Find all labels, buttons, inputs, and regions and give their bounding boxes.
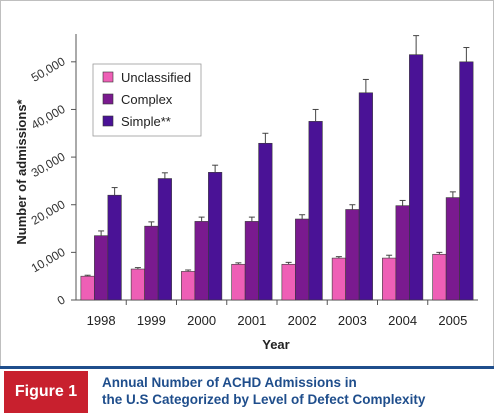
figure-caption: Annual Number of ACHD Admissions in the … — [102, 374, 490, 408]
x-tick-label: 2003 — [338, 313, 367, 328]
bar-complex-2004 — [395, 205, 410, 301]
bar-complex-2001 — [244, 221, 259, 301]
legend-swatch — [102, 71, 114, 83]
y-tick-label: 50,000 — [29, 54, 68, 85]
x-tick-label: 2001 — [237, 313, 266, 328]
y-axis-label: Number of admissions* — [14, 98, 29, 244]
x-tick-label: 2000 — [187, 313, 216, 328]
caption-line-1: Annual Number of ACHD Admissions in — [102, 375, 357, 390]
x-tick-label: 1999 — [137, 313, 166, 328]
legend-swatch — [102, 93, 114, 105]
bar-simple-1999 — [157, 178, 172, 301]
caption-rule — [0, 366, 494, 369]
x-tick-label: 2002 — [288, 313, 317, 328]
bar-unclassified-2005 — [432, 253, 447, 301]
y-tick-label: 0 — [55, 292, 68, 308]
caption-line-2: the U.S Categorized by Level of Defect C… — [102, 392, 426, 407]
bar-unclassified-1999 — [130, 268, 145, 301]
bar-complex-2000 — [194, 221, 209, 301]
bar-simple-1998 — [107, 194, 122, 301]
x-tick-label: 2005 — [438, 313, 467, 328]
x-tick-label: 1998 — [87, 313, 116, 328]
legend-label: Unclassified — [121, 70, 191, 85]
legend-swatch — [102, 115, 114, 127]
bar-simple-2002 — [308, 121, 323, 301]
bar-simple-2001 — [258, 142, 273, 301]
bar-complex-1998 — [94, 235, 109, 301]
figure-badge: Figure 1 — [4, 371, 88, 413]
x-tick-label: 2004 — [388, 313, 417, 328]
bar-unclassified-1998 — [80, 275, 95, 301]
legend-label: Simple** — [121, 114, 171, 129]
bar-unclassified-2001 — [231, 263, 246, 301]
bar-complex-2005 — [445, 197, 460, 301]
bar-simple-2000 — [208, 172, 223, 301]
bar-unclassified-2003 — [331, 257, 346, 301]
legend-label: Complex — [121, 92, 173, 107]
bar-unclassified-2004 — [382, 257, 397, 301]
bar-simple-2005 — [459, 61, 474, 301]
bar-unclassified-2000 — [181, 271, 196, 301]
y-tick-label: 10,000 — [29, 245, 68, 276]
bar-simple-2004 — [409, 54, 424, 301]
bar-complex-1999 — [144, 225, 159, 301]
y-tick-label: 30,000 — [29, 149, 68, 180]
y-tick-label: 20,000 — [29, 197, 68, 228]
x-axis-label: Year — [262, 337, 289, 352]
bar-unclassified-2002 — [281, 263, 296, 301]
chart-legend: Unclassified Complex Simple** — [92, 63, 202, 137]
bar-complex-2002 — [295, 218, 310, 301]
bar-complex-2003 — [345, 209, 360, 301]
y-tick-label: 40,000 — [29, 102, 68, 133]
bar-simple-2003 — [358, 92, 373, 301]
bar-chart: 0 10,000 20,000 30,000 40,000 50,000 1998 1999 2… — [14, 34, 478, 352]
